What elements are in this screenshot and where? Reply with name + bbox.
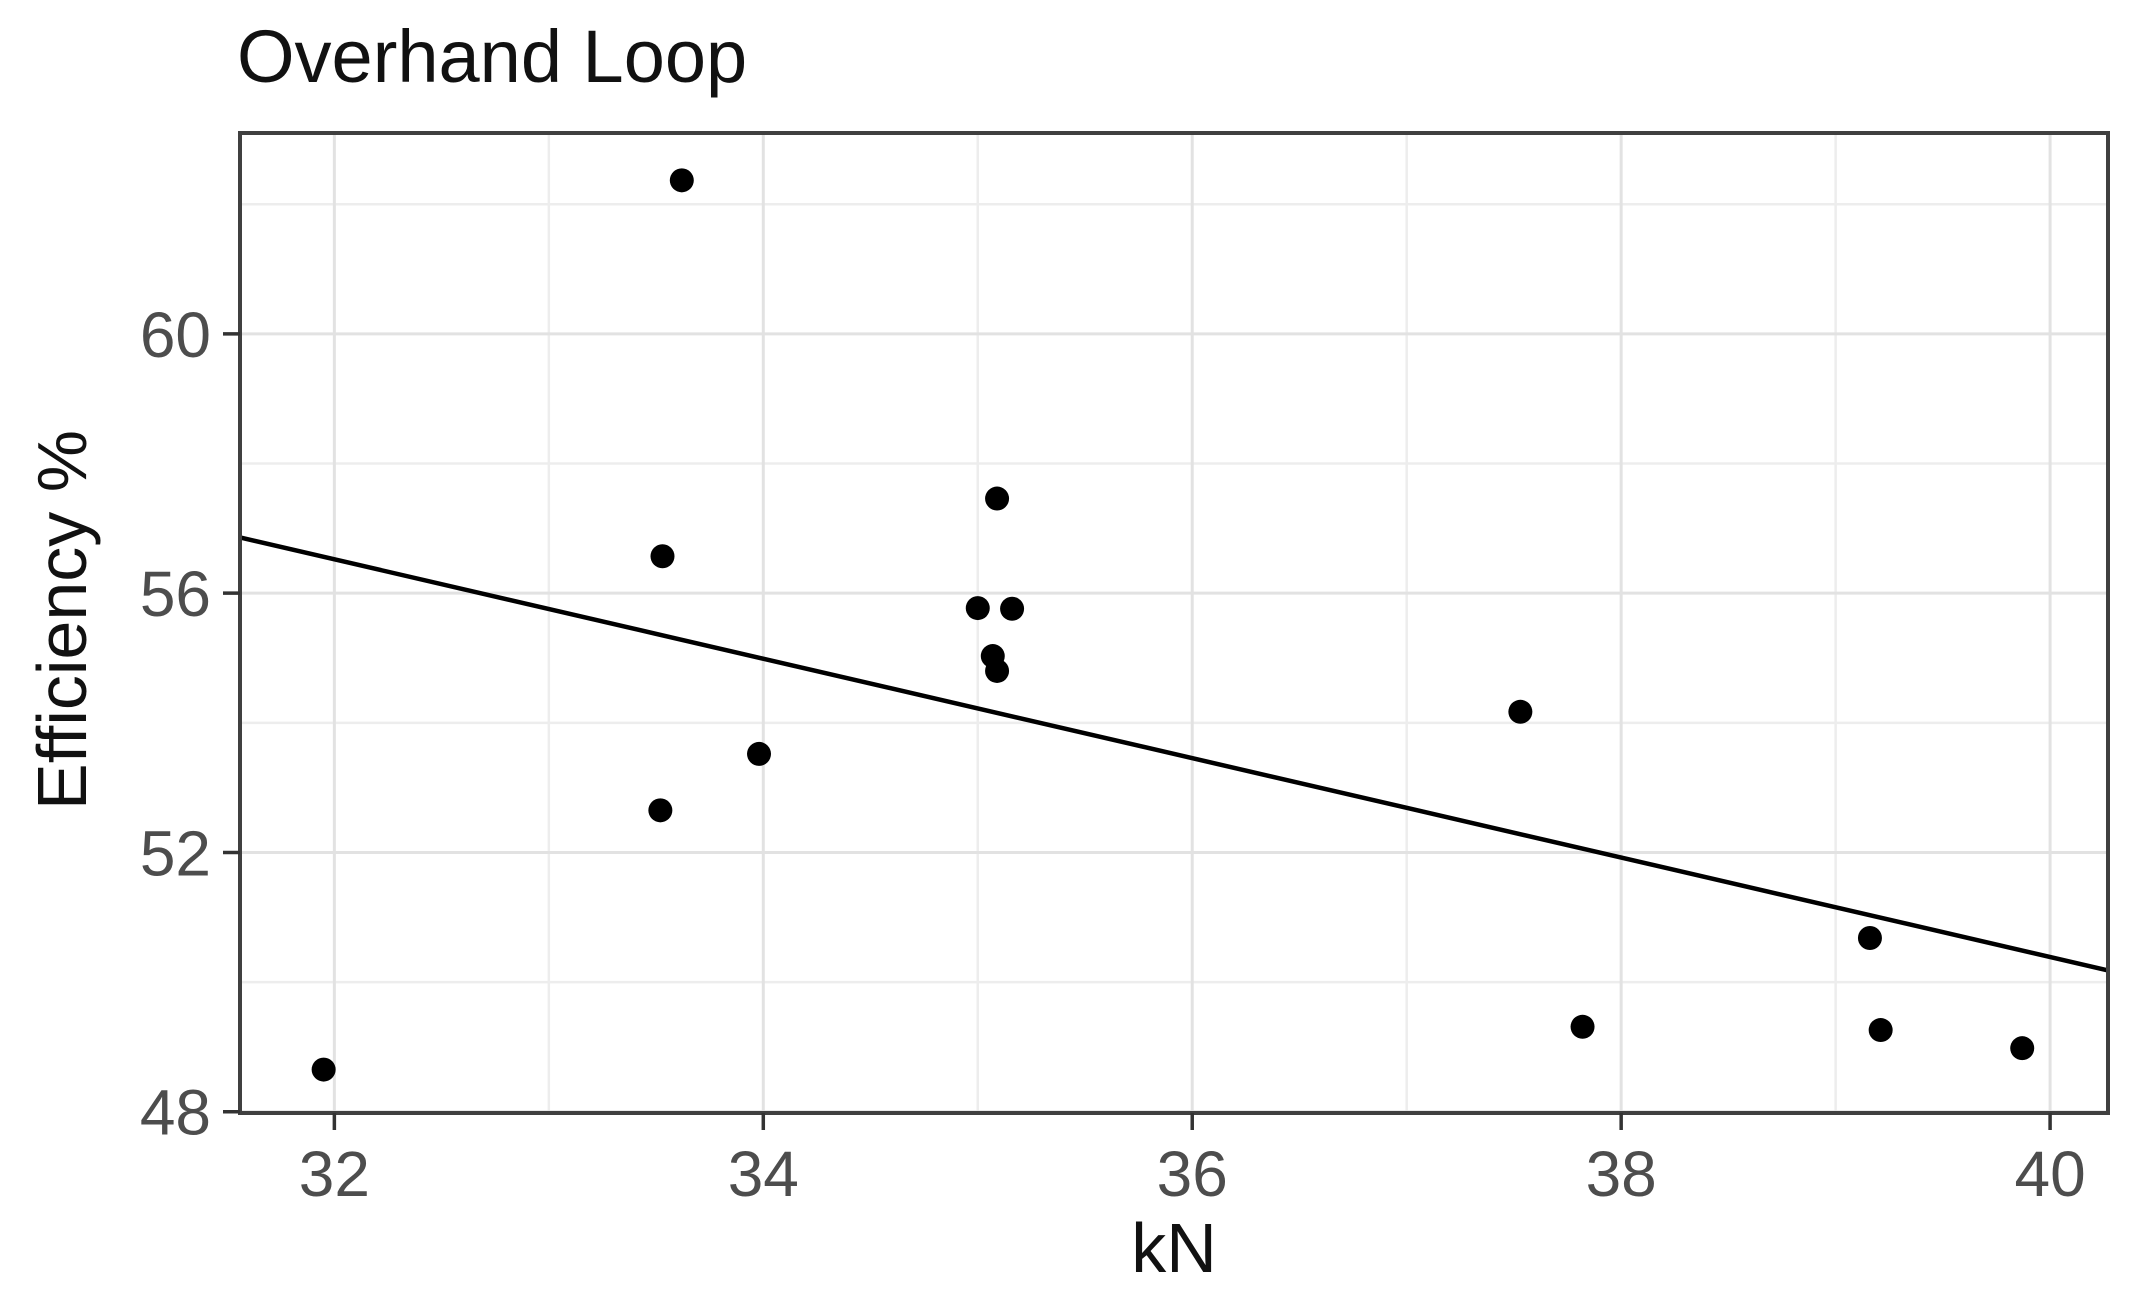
- x-tick-label: 32: [299, 1138, 370, 1210]
- data-point: [311, 1057, 336, 1082]
- data-point: [985, 486, 1010, 511]
- data-point: [1508, 699, 1533, 724]
- y-tick-label: 60: [140, 299, 211, 371]
- data-point: [1570, 1014, 1595, 1039]
- data-point: [985, 658, 1010, 683]
- y-tick-label: 48: [140, 1077, 211, 1149]
- trend-line: [239, 535, 2109, 973]
- x-axis-title: kN: [1131, 1209, 1217, 1287]
- chart-title: Overhand Loop: [237, 15, 748, 98]
- data-point: [1000, 596, 1025, 621]
- data-point: [650, 544, 675, 569]
- data-point: [965, 596, 990, 621]
- x-tick-label: 38: [1586, 1138, 1657, 1210]
- x-tick-label: 34: [728, 1138, 799, 1210]
- panel-border: [238, 131, 2110, 1115]
- data-point: [1857, 926, 1882, 950]
- y-tick-label: 52: [140, 817, 211, 889]
- x-tick-label: 36: [1157, 1138, 1228, 1210]
- x-tick-label: 40: [2015, 1138, 2086, 1210]
- data-point: [648, 798, 673, 823]
- data-point: [669, 168, 694, 193]
- data-point: [2010, 1036, 2035, 1061]
- data-point: [747, 741, 772, 766]
- y-tick-label: 56: [140, 558, 211, 630]
- data-point: [1868, 1018, 1893, 1043]
